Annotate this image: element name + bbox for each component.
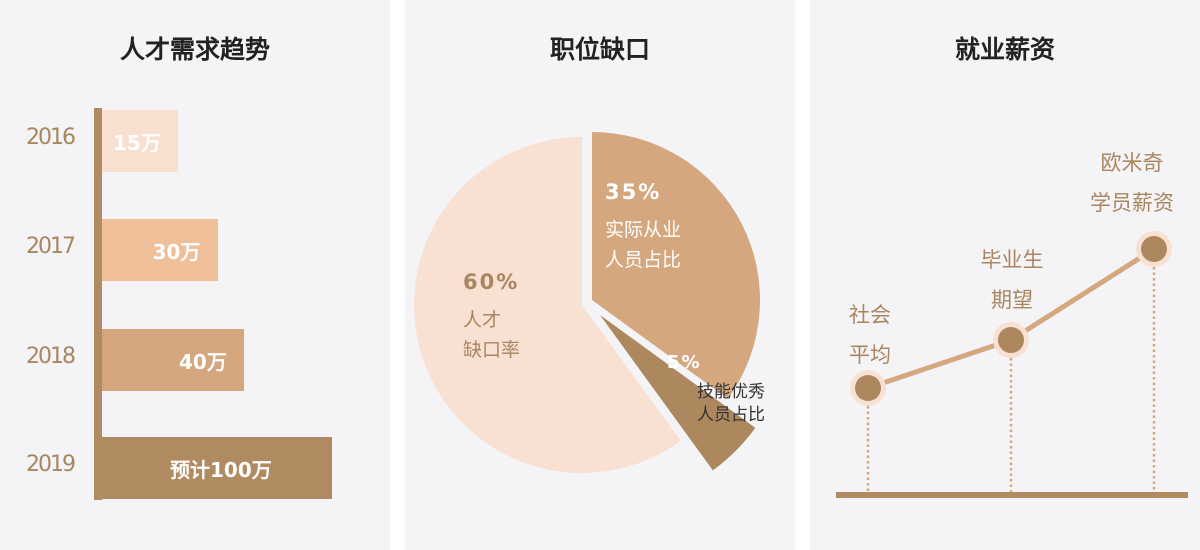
year-label: 2016 — [26, 125, 76, 150]
pie-slice-label: 缺口率 — [463, 339, 521, 361]
demand-title: 人才需求趋势 — [119, 35, 270, 64]
bar-value-label: 30万 — [152, 240, 201, 264]
pie-slice — [600, 315, 756, 471]
year-label: 2018 — [26, 344, 76, 369]
pie-percent-label: 60% — [463, 270, 520, 294]
bar-value-label: 15万 — [113, 131, 161, 155]
bar-value-label: 预计100万 — [170, 458, 272, 482]
salary-panel: 就业薪资 社会平均 毕业生期望 欧米奇学员薪资 — [810, 0, 1200, 550]
point-label: 学员薪资 — [1090, 191, 1174, 215]
pie-percent-label: 35% — [605, 180, 662, 204]
demand-panel: 人才需求趋势 2016 15万 2017 30万 2018 40万 2019 预计100万 — [0, 0, 390, 550]
data-point — [1141, 236, 1167, 262]
point-label: 期望 — [991, 288, 1033, 312]
pie-slice-label: 人员占比 — [605, 249, 682, 271]
pie-percent-label: 5% — [667, 352, 702, 373]
pie-slice-label: 人员占比 — [697, 405, 765, 425]
pie-slice-label: 实际从业 — [605, 219, 682, 241]
pie-slice — [592, 132, 760, 399]
pie-slice-label: 人才 — [463, 309, 502, 331]
year-label: 2019 — [26, 452, 76, 477]
data-point — [998, 327, 1024, 353]
year-label: 2017 — [26, 234, 76, 259]
bar — [102, 110, 178, 172]
point-label: 平均 — [849, 343, 891, 367]
bar — [102, 329, 244, 391]
bar-axis — [94, 108, 102, 500]
bar-value-label: 40万 — [179, 350, 227, 374]
point-label: 毕业生 — [980, 248, 1044, 272]
gap-panel: 职位缺口 60% 人才 缺口率 35% 实际从业 人员占比 5% 技能优秀 人员占比 — [405, 0, 795, 550]
line-chart — [836, 231, 1188, 498]
salary-title: 就业薪资 — [954, 35, 1055, 64]
pie-chart — [413, 132, 760, 473]
bar — [102, 437, 332, 499]
gap-title: 职位缺口 — [549, 35, 650, 64]
pie-slice-label: 技能优秀 — [697, 382, 765, 402]
point-label: 欧米奇 — [1100, 151, 1164, 175]
point-label: 社会 — [849, 303, 891, 327]
pie-slice — [413, 137, 681, 473]
baseline — [836, 492, 1188, 498]
bar — [102, 219, 218, 281]
data-point — [855, 375, 881, 401]
